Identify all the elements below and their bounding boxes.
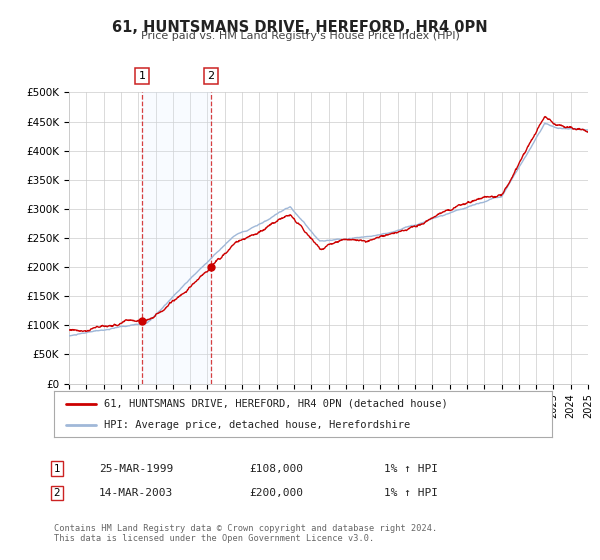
Text: 1: 1: [53, 464, 61, 474]
Text: Contains HM Land Registry data © Crown copyright and database right 2024.
This d: Contains HM Land Registry data © Crown c…: [54, 524, 437, 543]
Text: 61, HUNTSMANS DRIVE, HEREFORD, HR4 0PN (detached house): 61, HUNTSMANS DRIVE, HEREFORD, HR4 0PN (…: [104, 399, 448, 409]
Text: Price paid vs. HM Land Registry's House Price Index (HPI): Price paid vs. HM Land Registry's House …: [140, 31, 460, 41]
Text: 2: 2: [53, 488, 61, 498]
Text: HPI: Average price, detached house, Herefordshire: HPI: Average price, detached house, Here…: [104, 420, 410, 430]
Bar: [142, 92, 211, 384]
Text: £108,000: £108,000: [249, 464, 303, 474]
Text: 1% ↑ HPI: 1% ↑ HPI: [384, 464, 438, 474]
Text: £200,000: £200,000: [249, 488, 303, 498]
Text: 1: 1: [139, 71, 146, 81]
Text: 1% ↑ HPI: 1% ↑ HPI: [384, 488, 438, 498]
Text: 61, HUNTSMANS DRIVE, HEREFORD, HR4 0PN: 61, HUNTSMANS DRIVE, HEREFORD, HR4 0PN: [112, 20, 488, 35]
Text: 14-MAR-2003: 14-MAR-2003: [99, 488, 173, 498]
Text: 2: 2: [207, 71, 214, 81]
Text: 25-MAR-1999: 25-MAR-1999: [99, 464, 173, 474]
